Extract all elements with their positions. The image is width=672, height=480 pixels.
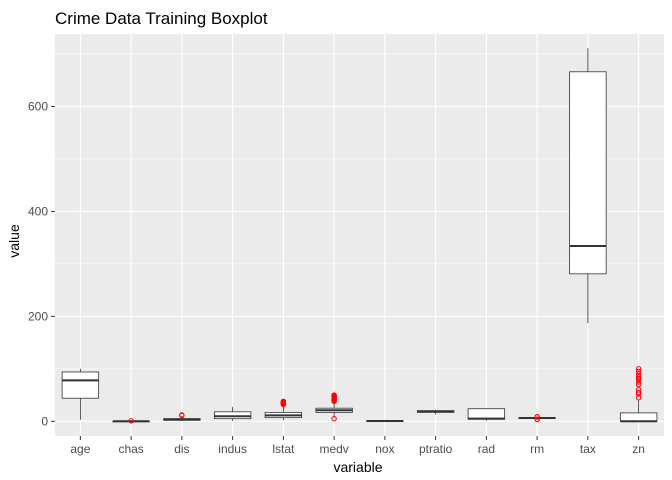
x-tick-label: rad <box>478 442 495 456</box>
y-tick-label: 200 <box>28 309 48 323</box>
outlier-point <box>635 389 642 396</box>
outlier-point <box>635 381 642 388</box>
box-medv <box>315 392 353 422</box>
outlier-point <box>331 415 337 422</box>
box-rect <box>467 408 506 420</box>
outlier-point <box>635 394 642 401</box>
outlier-point <box>331 392 337 398</box>
outlier-point <box>534 416 540 422</box>
box-lstat <box>264 398 303 421</box>
box-chas <box>112 418 150 424</box>
outlier-point <box>128 418 134 424</box>
x-axis-title: variable <box>333 459 382 475</box>
x-tick-label: lstat <box>272 442 295 456</box>
box-ptratio <box>416 409 455 415</box>
box-rad <box>467 408 506 421</box>
chart-title: Crime Data Training Boxplot <box>55 9 268 28</box>
box-rect <box>61 371 100 399</box>
y-tick-label: 0 <box>41 414 48 428</box>
outlier-point <box>280 398 287 405</box>
box-age <box>61 368 100 420</box>
box-rect <box>569 71 607 275</box>
x-tick-label: medv <box>319 442 348 456</box>
box-zn <box>619 366 658 423</box>
x-tick-label: nox <box>375 442 394 456</box>
outlier-point <box>635 373 642 380</box>
outlier-point <box>635 368 642 375</box>
box-rm <box>518 414 556 423</box>
x-tick-label: indus <box>218 442 247 456</box>
x-tick-label: rm <box>530 442 544 456</box>
box-tax <box>569 48 607 324</box>
outlier-point <box>635 387 642 393</box>
x-tick-label: ptratio <box>419 442 453 456</box>
box-indus <box>213 406 252 422</box>
outlier-point <box>534 414 540 420</box>
y-axis: 0 200 400 600 <box>28 99 55 428</box>
box-nox <box>366 420 404 423</box>
x-tick-label: chas <box>118 442 143 456</box>
box-rect <box>619 412 658 422</box>
x-tick-label: tax <box>580 442 596 456</box>
boxes <box>61 48 658 424</box>
y-tick-label: 600 <box>28 99 48 113</box>
x-axis: age chas dis indus lstat medv nox ptratio rad rm t… <box>70 436 645 456</box>
box-dis <box>163 412 201 421</box>
x-tick-label: dis <box>174 442 189 456</box>
y-tick-label: 400 <box>28 204 48 218</box>
outlier-point <box>179 412 185 418</box>
outlier-point <box>635 366 642 372</box>
x-tick-label: zn <box>632 442 645 456</box>
outlier-point <box>635 379 642 385</box>
x-tick-label: age <box>70 442 90 456</box>
y-axis-title: value <box>6 224 22 258</box>
outlier-point <box>635 371 642 377</box>
